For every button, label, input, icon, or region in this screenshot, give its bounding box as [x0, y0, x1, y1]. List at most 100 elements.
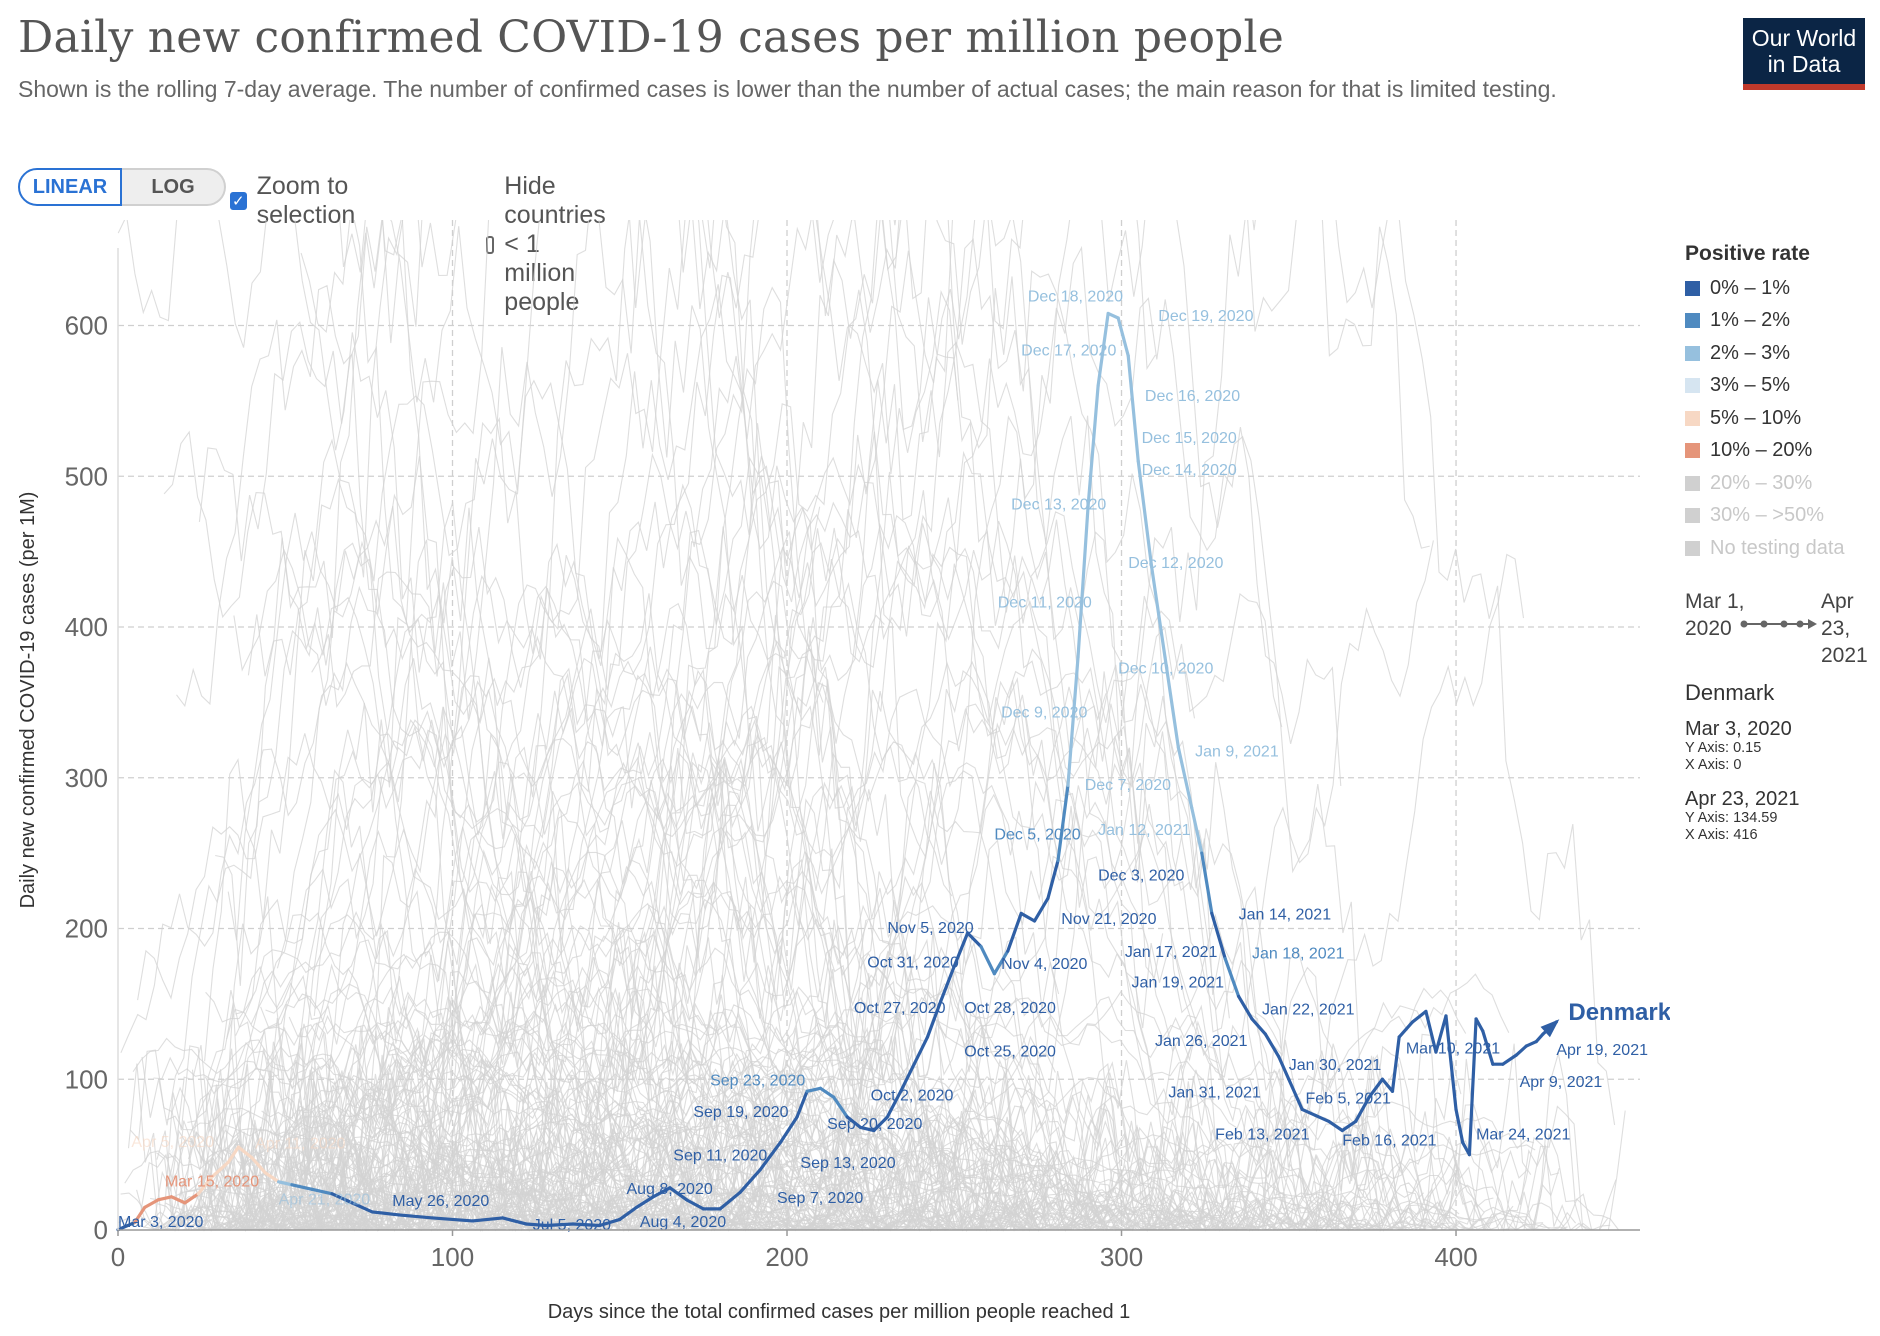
- denmark-line-segment[interactable]: [470, 1216, 505, 1223]
- denmark-line-segment[interactable]: [350, 1201, 374, 1214]
- legend-item[interactable]: 10% – 20%: [1685, 435, 1875, 468]
- denmark-line-segment[interactable]: [330, 1192, 354, 1205]
- denmark-line-segment[interactable]: [226, 1145, 241, 1164]
- legend-item[interactable]: 0% – 1%: [1685, 272, 1875, 305]
- denmark-line-segment[interactable]: [196, 1175, 214, 1196]
- denmark-line-segment[interactable]: [805, 1086, 823, 1093]
- legend-item[interactable]: 5% – 10%: [1685, 402, 1875, 435]
- denmark-line-segment[interactable]: [1340, 1119, 1358, 1133]
- denmark-line-segment[interactable]: [156, 1195, 174, 1202]
- denmark-line-segment[interactable]: [370, 1210, 401, 1217]
- denmark-line-segment[interactable]: [1086, 384, 1100, 509]
- denmark-line-segment[interactable]: [1354, 1095, 1371, 1124]
- denmark-line-segment[interactable]: [598, 1217, 622, 1228]
- timeline-slider[interactable]: [1740, 616, 1820, 634]
- denmark-line-segment[interactable]: [1236, 994, 1254, 1021]
- denmark-line-segment[interactable]: [912, 1035, 930, 1066]
- legend-item[interactable]: 20% – 30%: [1685, 467, 1875, 500]
- denmark-line-segment[interactable]: [116, 1220, 137, 1232]
- denmark-line-segment[interactable]: [1514, 1044, 1528, 1057]
- denmark-line-segment[interactable]: [1277, 1055, 1291, 1081]
- denmark-line-segment[interactable]: [758, 1140, 782, 1172]
- denmark-line-segment[interactable]: [1380, 1077, 1395, 1093]
- denmark-line-segment[interactable]: [832, 1095, 849, 1119]
- denmark-line-segment[interactable]: [1367, 1077, 1385, 1099]
- denmark-line-segment[interactable]: [571, 1222, 602, 1228]
- denmark-line-segment[interactable]: [966, 931, 983, 949]
- legend-item[interactable]: 3% – 5%: [1685, 370, 1875, 403]
- denmark-line-segment[interactable]: [1474, 1017, 1485, 1033]
- timeline[interactable]: Mar 1, 2020 Apr 23, 2021: [1685, 588, 1875, 668]
- denmark-line-segment[interactable]: [169, 1195, 187, 1205]
- denmark-line-segment[interactable]: [1534, 1032, 1545, 1044]
- denmark-line-segment[interactable]: [397, 1213, 435, 1220]
- denmark-line-segment[interactable]: [1327, 1119, 1344, 1133]
- denmark-line-segment[interactable]: [1046, 859, 1060, 900]
- denmark-line-segment[interactable]: [818, 1086, 836, 1099]
- denmark-line-segment[interactable]: [1019, 911, 1037, 923]
- denmark-line-segment[interactable]: [1313, 1113, 1331, 1124]
- denmark-line-segment[interactable]: [718, 1190, 742, 1211]
- denmark-line-segment[interactable]: [1163, 655, 1180, 750]
- denmark-line-segment[interactable]: [1076, 504, 1090, 659]
- denmark-line-segment[interactable]: [845, 1115, 863, 1130]
- denmark-line-segment[interactable]: [1056, 783, 1070, 863]
- zoom-to-selection-toggle[interactable]: ✓ Zoom to selection: [230, 172, 357, 230]
- denmark-line-segment[interactable]: [1501, 1053, 1518, 1066]
- denmark-line-segment[interactable]: [778, 1115, 799, 1145]
- denmark-line-segment[interactable]: [738, 1168, 762, 1194]
- denmark-line-segment[interactable]: [143, 1198, 160, 1209]
- denmark-line-segment[interactable]: [183, 1192, 200, 1205]
- legend-item[interactable]: 1% – 2%: [1685, 305, 1875, 338]
- denmark-line-segment[interactable]: [795, 1089, 809, 1119]
- denmark-line-segment[interactable]: [1150, 565, 1167, 659]
- denmark-line-segment[interactable]: [899, 1062, 916, 1093]
- denmark-line-segment[interactable]: [1410, 1009, 1428, 1024]
- denmark-line-segment[interactable]: [1467, 1017, 1478, 1157]
- denmark-line-segment[interactable]: [1434, 1014, 1448, 1054]
- denmark-line-segment[interactable]: [859, 1125, 876, 1133]
- denmark-line-segment[interactable]: [952, 931, 970, 968]
- denmark-line-segment[interactable]: [1424, 1009, 1438, 1054]
- denmark-line-segment[interactable]: [634, 1195, 655, 1209]
- owid-logo[interactable]: Our World in Data: [1743, 18, 1865, 90]
- denmark-line-segment[interactable]: [1250, 1017, 1267, 1036]
- denmark-line-segment[interactable]: [290, 1183, 314, 1191]
- denmark-line-segment[interactable]: [1066, 655, 1080, 787]
- denmark-line-segment[interactable]: [1126, 354, 1140, 463]
- denmark-line-segment[interactable]: [544, 1222, 575, 1228]
- denmark-line-segment[interactable]: [992, 949, 1010, 976]
- denmark-line-segment[interactable]: [1454, 1107, 1465, 1145]
- linear-scale-button[interactable]: LINEAR: [18, 168, 122, 206]
- denmark-line-segment[interactable]: [1006, 911, 1023, 953]
- denmark-line-segment[interactable]: [1210, 911, 1227, 961]
- denmark-line-segment[interactable]: [1200, 851, 1214, 916]
- denmark-line-segment[interactable]: [1116, 316, 1130, 358]
- denmark-line-segment[interactable]: [1136, 459, 1154, 569]
- denmark-line-segment[interactable]: [885, 1089, 903, 1119]
- hide-small-countries-toggle[interactable]: Hide countries < 1 million people: [486, 172, 615, 317]
- denmark-line-segment[interactable]: [1106, 311, 1120, 320]
- denmark-line-segment[interactable]: [1287, 1077, 1304, 1112]
- denmark-line-segment[interactable]: [1524, 1039, 1538, 1048]
- denmark-line-segment[interactable]: [1190, 806, 1204, 855]
- denmark-line-segment[interactable]: [276, 1180, 294, 1187]
- denmark-line-segment[interactable]: [618, 1205, 639, 1222]
- denmark-line-segment[interactable]: [1176, 746, 1194, 810]
- legend-item[interactable]: 30% – >50%: [1685, 500, 1875, 533]
- log-scale-button[interactable]: LOG: [122, 168, 226, 206]
- denmark-line-segment[interactable]: [668, 1186, 689, 1202]
- denmark-line-segment[interactable]: [524, 1222, 548, 1228]
- denmark-line-segment[interactable]: [133, 1205, 147, 1225]
- denmark-line-segment[interactable]: [250, 1156, 267, 1175]
- denmark-line-segment[interactable]: [210, 1160, 230, 1179]
- series-label-denmark[interactable]: Denmark: [1568, 999, 1670, 1026]
- denmark-line-segment[interactable]: [1481, 1029, 1495, 1066]
- denmark-line-segment[interactable]: [1032, 896, 1050, 923]
- denmark-line-segment[interactable]: [1444, 1014, 1458, 1112]
- denmark-line-segment[interactable]: [1300, 1107, 1318, 1118]
- denmark-line-segment[interactable]: [1390, 1035, 1401, 1093]
- denmark-series[interactable]: [116, 311, 1560, 1232]
- denmark-line-segment[interactable]: [685, 1198, 705, 1211]
- denmark-line-segment[interactable]: [872, 1115, 889, 1133]
